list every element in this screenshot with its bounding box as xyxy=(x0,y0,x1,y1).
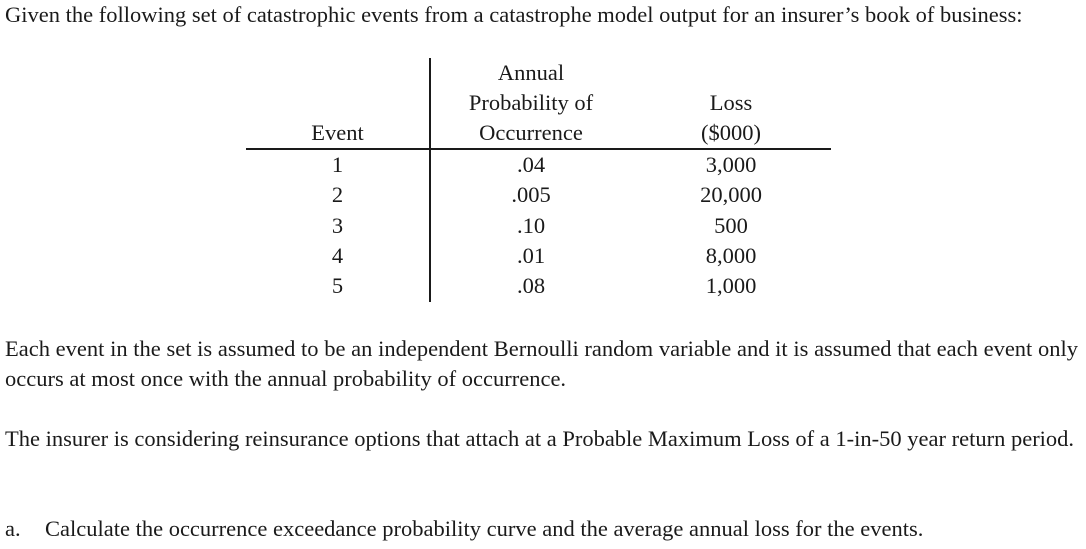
table-row: 5 .08 1,000 xyxy=(246,271,831,301)
loss-cell: 500 xyxy=(631,211,831,241)
loss-cell: 8,000 xyxy=(631,241,831,271)
probability-cell: .08 xyxy=(431,271,631,301)
header-probability-line-1: Annual xyxy=(431,58,631,88)
intro-paragraph: Given the following set of catastrophic … xyxy=(5,0,1078,30)
reinsurance-paragraph: The insurer is considering reinsurance o… xyxy=(5,424,1078,454)
question-a: a. Calculate the occurrence exceedance pr… xyxy=(5,514,1078,544)
loss-cell: 1,000 xyxy=(631,271,831,301)
header-loss-line-1: Loss xyxy=(631,88,831,118)
table-row: 3 .10 500 xyxy=(246,211,831,241)
table-row: 4 .01 8,000 xyxy=(246,241,831,271)
header-event: Event xyxy=(246,118,429,148)
header-probability-line-2: Probability of xyxy=(431,88,631,118)
loss-cell: 3,000 xyxy=(631,150,831,180)
probability-cell: .005 xyxy=(431,180,631,210)
loss-cell: 20,000 xyxy=(631,180,831,210)
table-row: 2 .005 20,000 xyxy=(246,180,831,210)
event-cell: 4 xyxy=(246,241,429,271)
catastrophe-events-table: Event Annual Probability of Occurrence L… xyxy=(246,58,831,304)
probability-cell: .10 xyxy=(431,211,631,241)
event-cell: 2 xyxy=(246,180,429,210)
question-label: a. xyxy=(5,514,45,544)
header-probability-line-3: Occurrence xyxy=(431,118,631,148)
question-text: Calculate the occurrence exceedance prob… xyxy=(45,516,923,541)
table-row: 1 .04 3,000 xyxy=(246,150,831,180)
probability-cell: .04 xyxy=(431,150,631,180)
event-cell: 1 xyxy=(246,150,429,180)
event-cell: 5 xyxy=(246,271,429,301)
header-loss-line-2: ($000) xyxy=(631,118,831,148)
bernoulli-assumption-paragraph: Each event in the set is assumed to be a… xyxy=(5,334,1078,394)
event-cell: 3 xyxy=(246,211,429,241)
probability-cell: .01 xyxy=(431,241,631,271)
